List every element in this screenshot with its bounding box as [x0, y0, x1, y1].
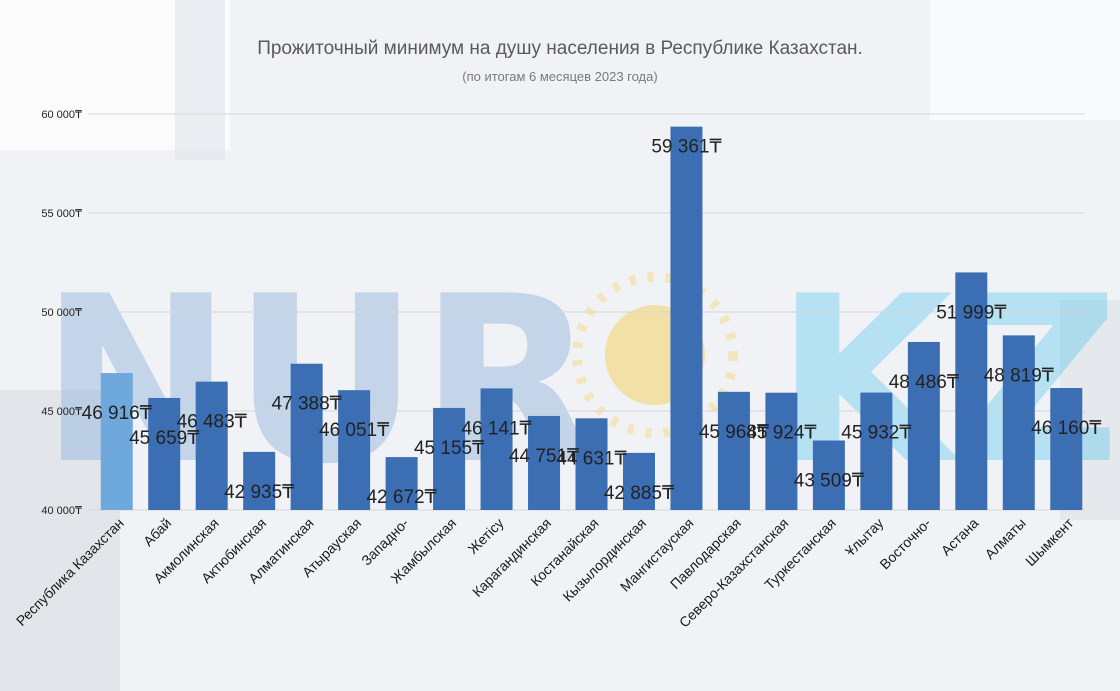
bar: [1002, 335, 1035, 510]
data-label: 45 155₸: [414, 438, 484, 459]
bars: [100, 126, 1083, 511]
data-label: 48 819₸: [984, 365, 1054, 386]
bar: [385, 457, 418, 510]
bar: [670, 126, 703, 511]
y-tick-label: 60 000₸: [41, 109, 82, 121]
data-label: 44 631₸: [556, 448, 626, 469]
bar: [955, 272, 988, 510]
data-label: 45 659₸: [129, 428, 199, 449]
data-label: 46 141₸: [461, 418, 531, 439]
data-label: 59 361₸: [651, 137, 721, 158]
bar: [433, 407, 466, 510]
x-tick-label: Алматы: [981, 515, 1028, 562]
bar: [480, 388, 513, 510]
chart-subtitle: (по итогам 6 месяцев 2023 года): [462, 69, 657, 84]
bar: [765, 392, 798, 510]
y-axis: 40 000₸ 45 000₸ 50 000₸ 55 000₸ 60 000₸: [41, 109, 82, 517]
x-tick-label: Кызылординская: [559, 515, 649, 605]
y-tick-label: 40 000₸: [41, 505, 82, 517]
data-label: 51 999₸: [936, 302, 1006, 323]
bar: [148, 397, 181, 510]
bar: [907, 341, 940, 510]
x-tick-label: Республика Казахстан: [13, 515, 127, 629]
data-label: 46 483₸: [177, 412, 247, 433]
bar: [622, 452, 655, 510]
data-label: 42 935₸: [224, 482, 294, 503]
data-labels: 46 916₸ 45 659₸46 483₸ 42 935₸ 47 388₸ 46 05…: [82, 137, 1102, 508]
bar: [100, 373, 133, 510]
bar: [812, 440, 845, 510]
bar: [717, 391, 750, 510]
bar: [860, 392, 893, 510]
bar: [338, 390, 371, 510]
data-label: 46 051₸: [319, 420, 389, 441]
bar: [575, 418, 608, 510]
data-label: 46 916₸: [82, 403, 152, 424]
data-label: 45 924₸: [746, 423, 816, 444]
x-tick-label: Ұлытау: [842, 515, 886, 559]
bar: [243, 451, 276, 510]
data-label: 42 885₸: [604, 483, 674, 504]
x-tick-label: Восточно-: [876, 515, 934, 573]
x-tick-label: Шымкент: [1022, 514, 1077, 569]
data-label: 44 751₸: [509, 446, 579, 467]
bar: [290, 363, 323, 510]
data-label: 47 388₸: [272, 394, 342, 415]
y-tick-label: 55 000₸: [41, 208, 82, 220]
bar: [195, 381, 228, 510]
y-tick-label: 50 000₸: [41, 307, 82, 319]
data-label: 48 486₸: [889, 372, 959, 393]
y-tick-label: 45 000₸: [41, 406, 82, 418]
data-label: 45 968₸: [699, 422, 769, 443]
bar: [1050, 388, 1083, 510]
chart-title: Прожиточный минимум на душу населения в …: [257, 38, 863, 59]
x-tick-label: Астана: [938, 515, 982, 559]
data-label: 42 672₸: [366, 487, 436, 508]
x-tick-label: Жетісу: [465, 515, 507, 557]
data-label: 45 932₸: [841, 423, 911, 444]
data-label: 46 160₸: [1031, 418, 1101, 439]
x-tick-label: Абай: [140, 515, 174, 549]
x-axis: Республика Казахстан АбайАкмолинскаяАктюб…: [13, 514, 1077, 630]
data-label: 43 509₸: [794, 471, 864, 492]
bar: [528, 415, 561, 510]
